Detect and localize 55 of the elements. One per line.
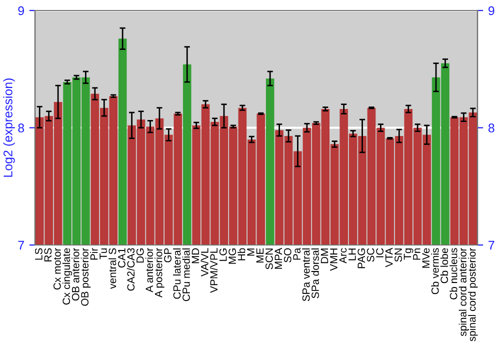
x-tick-label: SCN — [266, 248, 273, 270]
x-tick-label: DG — [136, 248, 144, 263]
x-tick-label: PAG — [358, 248, 366, 268]
y2-tick-label: 9 — [488, 6, 494, 16]
x-tick-label: SPa dorsal — [311, 248, 319, 298]
y-tick-label: 8 — [18, 124, 24, 132]
x-tick-label: SN — [394, 248, 402, 262]
x-tick-label: Pn — [413, 248, 420, 260]
x-tick-label: MG — [228, 248, 236, 264]
x-tick-label: VMH — [330, 248, 338, 271]
x-tick-label: SC — [366, 248, 374, 262]
x-tick-label: VPM/VPL — [210, 248, 218, 293]
x-tick-label: MD — [192, 248, 200, 264]
y2-tick-label: 8 — [488, 124, 494, 132]
x-tick-label: Pa — [293, 248, 301, 260]
x-tick-label: CPu lateral — [173, 248, 181, 299]
x-tick-label: CA1 — [118, 248, 126, 268]
x-tick-label: A posterior — [154, 248, 164, 298]
x-tick-label: DM — [320, 248, 328, 264]
y2-tick-label: 7 — [488, 240, 494, 250]
x-tick-label: CPu medial — [182, 248, 190, 302]
x-tick-label: Tg — [404, 248, 414, 260]
y-tick-label: 7 — [18, 240, 24, 250]
x-tick-label: ME — [256, 248, 264, 263]
x-tick-label: Cb vermis — [431, 248, 439, 294]
x-tick-label: Cb nucleus — [450, 248, 458, 300]
x-tick-label: SPa ventral — [302, 248, 310, 302]
x-tick-label: GP — [164, 248, 172, 262]
x-tick-label: spinal cord posterior — [468, 248, 478, 342]
x-tick-label: CA2/CA3 — [126, 248, 135, 291]
x-tick-label: SO — [284, 248, 292, 262]
x-tick-label: Tu — [100, 248, 107, 260]
x-tick-label: LG — [219, 248, 227, 261]
x-tick-label: Pir — [90, 248, 98, 260]
x-tick-label: LS — [35, 248, 42, 260]
x-tick-label: VA/VL — [200, 248, 208, 276]
x-tick-label: Hb — [238, 248, 246, 260]
x-tick-label: OB anterior — [72, 248, 80, 301]
x-tick-label: Cb lobe — [440, 248, 448, 284]
x-tick-label: LH — [348, 248, 356, 260]
x-tick-label: Cx cingulate — [62, 248, 72, 305]
x-tick-label: MPA — [274, 248, 282, 269]
x-tick-label: RS — [44, 248, 52, 262]
x-tick-label: spinal cord anterior — [458, 248, 469, 336]
x-tick-label: IC — [376, 248, 384, 258]
x-tick-label: Arc — [339, 248, 347, 264]
x-tick-label: VTA — [385, 248, 393, 268]
x-tick-label: A anterior — [145, 248, 154, 292]
x-tick-label: OB posterior — [80, 248, 91, 306]
x-tick-label: M — [247, 248, 254, 256]
x-tick-label: ventral S — [108, 248, 116, 289]
x-tick-label: Cx motor — [53, 248, 61, 290]
y-axis-title: Log2 (expression) — [3, 78, 15, 177]
y-tick-label: 9 — [18, 6, 24, 16]
x-tick-label: MVe — [422, 248, 430, 268]
